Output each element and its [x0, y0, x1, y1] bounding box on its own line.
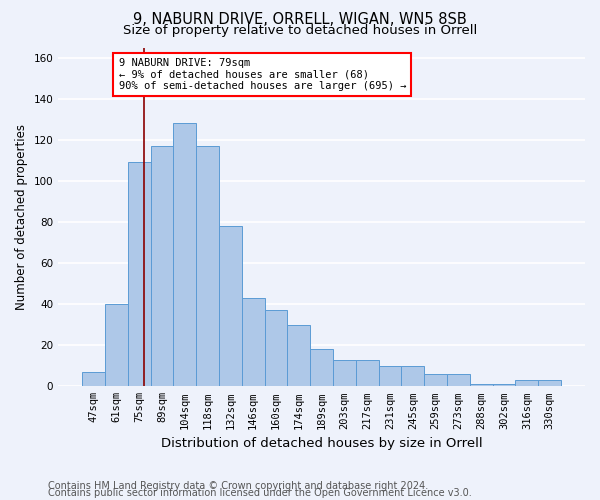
Bar: [82, 372, 105, 386]
Bar: [424, 374, 447, 386]
X-axis label: Distribution of detached houses by size in Orrell: Distribution of detached houses by size …: [161, 437, 482, 450]
Bar: [287, 324, 310, 386]
Bar: [401, 366, 424, 386]
Bar: [379, 366, 401, 386]
Text: Size of property relative to detached houses in Orrell: Size of property relative to detached ho…: [123, 24, 477, 37]
Bar: [470, 384, 493, 386]
Bar: [538, 380, 561, 386]
Bar: [242, 298, 265, 386]
Bar: [447, 374, 470, 386]
Bar: [151, 146, 173, 386]
Bar: [515, 380, 538, 386]
Bar: [196, 146, 219, 386]
Bar: [265, 310, 287, 386]
Text: 9 NABURN DRIVE: 79sqm
← 9% of detached houses are smaller (68)
90% of semi-detac: 9 NABURN DRIVE: 79sqm ← 9% of detached h…: [119, 58, 406, 91]
Text: Contains HM Land Registry data © Crown copyright and database right 2024.: Contains HM Land Registry data © Crown c…: [48, 481, 428, 491]
Bar: [493, 384, 515, 386]
Text: Contains public sector information licensed under the Open Government Licence v3: Contains public sector information licen…: [48, 488, 472, 498]
Bar: [219, 226, 242, 386]
Bar: [356, 360, 379, 386]
Bar: [173, 124, 196, 386]
Bar: [310, 350, 333, 387]
Bar: [333, 360, 356, 386]
Text: 9, NABURN DRIVE, ORRELL, WIGAN, WN5 8SB: 9, NABURN DRIVE, ORRELL, WIGAN, WN5 8SB: [133, 12, 467, 28]
Y-axis label: Number of detached properties: Number of detached properties: [15, 124, 28, 310]
Bar: [128, 162, 151, 386]
Bar: [105, 304, 128, 386]
